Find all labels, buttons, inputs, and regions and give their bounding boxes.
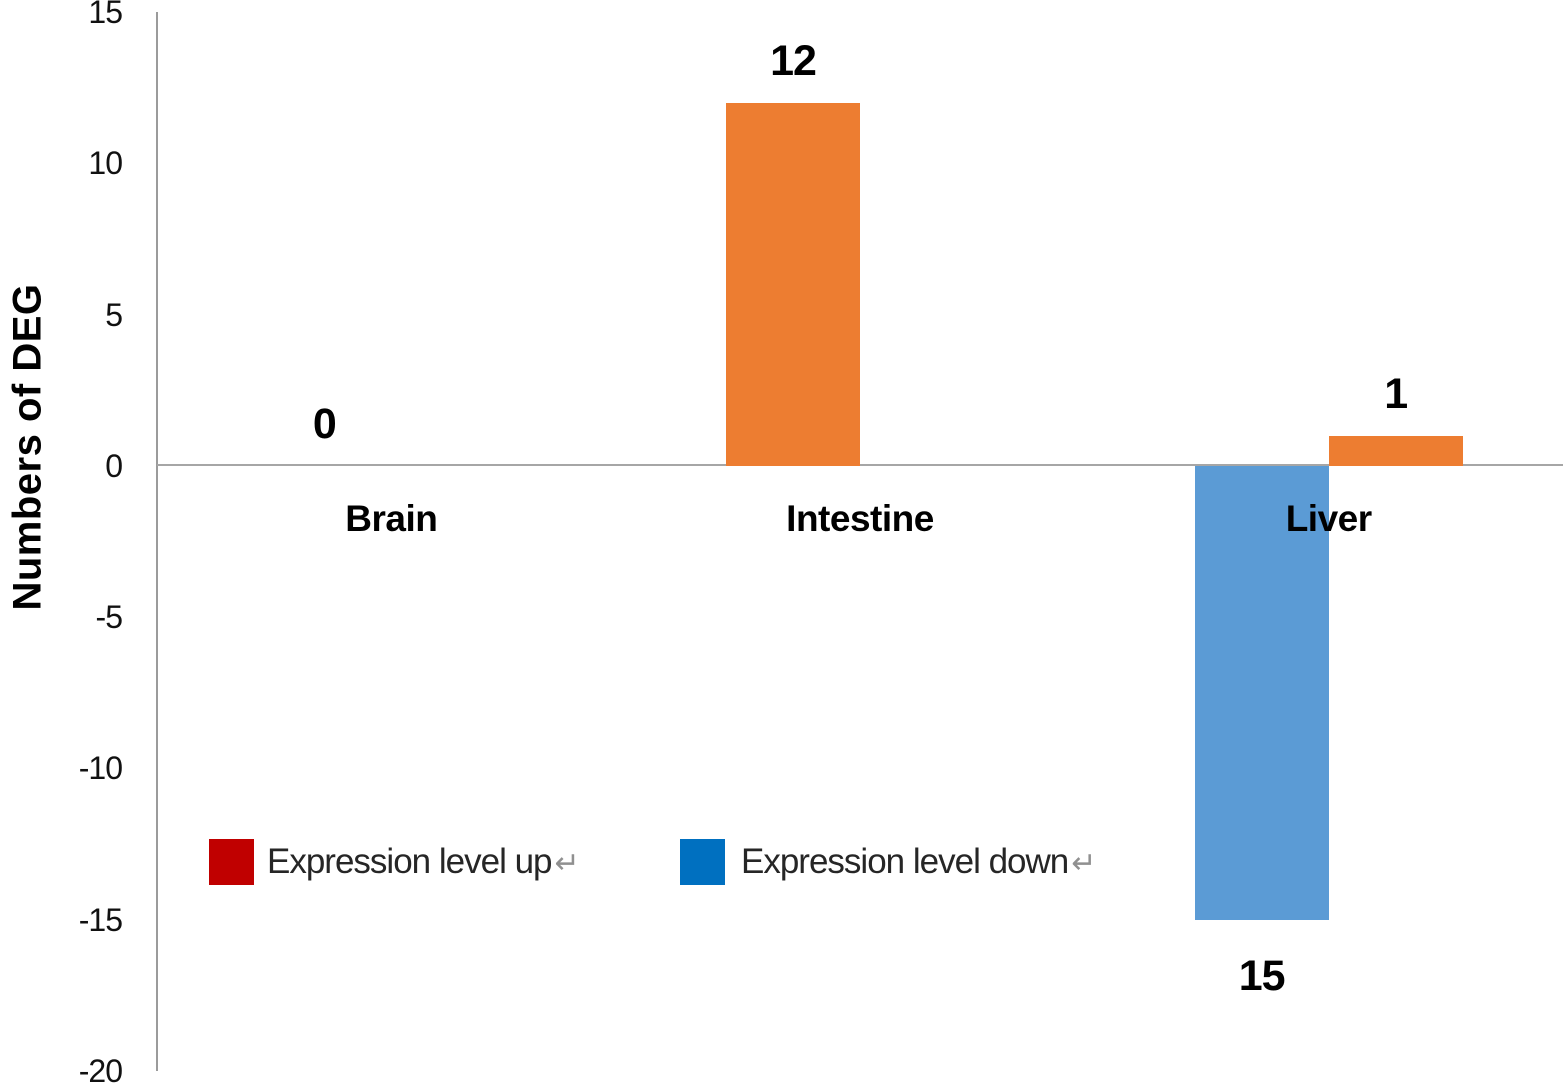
carriage-return-icon: ↵ (554, 847, 580, 880)
zero-baseline (157, 463, 1563, 466)
category-label-liver: Liver (1285, 498, 1372, 539)
y-tick-label: -5 (95, 599, 123, 636)
legend-label: Expression level down (741, 842, 1069, 881)
y-tick-label: 10 (88, 145, 123, 182)
y-tick-label: 0 (105, 447, 123, 484)
legend-label: Expression level up (267, 842, 552, 881)
y-tick-label: -10 (78, 750, 123, 787)
category-label-intestine: Intestine (786, 498, 934, 539)
bar-liver-up (1328, 435, 1463, 466)
carriage-return-icon: ↵ (1071, 847, 1096, 880)
y-tick-label: 5 (105, 296, 123, 333)
legend-swatch-expression-up (209, 839, 254, 885)
bar-value-label: 1 (1384, 369, 1408, 418)
bar-value-label: 12 (770, 36, 817, 85)
bar-intestine-up (726, 102, 860, 466)
legend-item-expression-down: Expression level down ↵ (741, 838, 1096, 888)
y-tick-label: -15 (78, 901, 123, 938)
legend-swatch-expression-down (680, 839, 725, 885)
bar-liver-down (1194, 465, 1329, 920)
y-axis-line (156, 12, 158, 1071)
category-label-brain: Brain (345, 498, 438, 539)
legend-item-expression-up: Expression level up ↵ (267, 838, 580, 888)
y-tick-label: 15 (88, 0, 123, 30)
bar-value-label: 0 (312, 399, 337, 448)
y-tick-label: -20 (78, 1053, 123, 1086)
bar-value-label: 15 (1238, 951, 1286, 1000)
